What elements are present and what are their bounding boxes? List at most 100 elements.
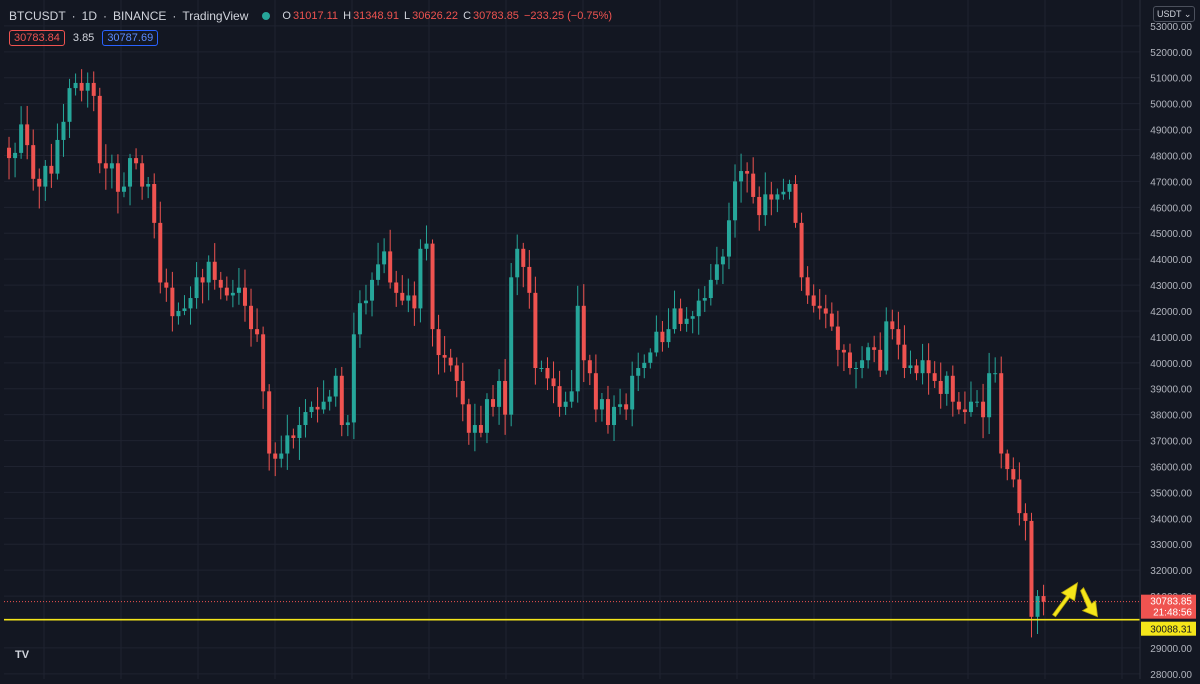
candle-body bbox=[890, 321, 895, 330]
candle-body bbox=[672, 308, 677, 330]
countdown-label: 21:48:56 bbox=[1153, 608, 1192, 619]
candle-body bbox=[593, 373, 598, 410]
candle-body bbox=[79, 82, 84, 91]
candle-body bbox=[981, 401, 986, 418]
candle-body bbox=[273, 453, 278, 459]
candle-body bbox=[539, 368, 544, 370]
candle-body bbox=[745, 171, 750, 174]
candle-body bbox=[394, 282, 399, 293]
price-tick-label: 49000.00 bbox=[1150, 126, 1192, 137]
candle-body bbox=[436, 329, 441, 356]
candle-body bbox=[345, 422, 350, 426]
candle-body bbox=[412, 295, 417, 309]
tradingview-logo-icon[interactable]: TV bbox=[9, 643, 35, 667]
candle-body bbox=[884, 321, 889, 371]
price-tick-label: 50000.00 bbox=[1150, 100, 1192, 111]
candle-body bbox=[158, 222, 163, 283]
candle-body bbox=[926, 360, 931, 374]
candle-body bbox=[521, 248, 526, 267]
candle-body bbox=[146, 184, 151, 187]
close-label: C bbox=[463, 10, 472, 22]
candle-body bbox=[987, 373, 992, 418]
candle-body bbox=[527, 266, 532, 293]
candle-body bbox=[363, 300, 368, 304]
candle-body bbox=[43, 165, 48, 187]
price-tick-label: 45000.00 bbox=[1150, 229, 1192, 240]
candle-body bbox=[285, 435, 290, 454]
candle-body bbox=[242, 287, 247, 306]
candle-body bbox=[648, 352, 653, 363]
candle-body bbox=[902, 344, 907, 369]
candle-body bbox=[999, 373, 1004, 454]
candle-body bbox=[696, 300, 701, 317]
candle-body bbox=[13, 152, 18, 159]
candle-body bbox=[720, 256, 725, 265]
price-axis[interactable]: 28000.0029000.0031000.0032000.0033000.00… bbox=[1139, 0, 1200, 681]
support-badge bbox=[1141, 621, 1196, 636]
candle-body bbox=[376, 264, 381, 280]
bid-price[interactable]: 30783.84 bbox=[9, 30, 65, 46]
price-tick-label: 39000.00 bbox=[1150, 385, 1192, 396]
candle-body bbox=[612, 406, 617, 426]
candle-body bbox=[194, 277, 199, 299]
candle-body bbox=[31, 145, 36, 179]
candle-body bbox=[575, 305, 580, 392]
price-tick-label: 51000.00 bbox=[1150, 74, 1192, 85]
candle-body bbox=[333, 375, 338, 397]
candle-body bbox=[1035, 596, 1040, 617]
candle-body bbox=[944, 375, 949, 394]
candle-body bbox=[678, 308, 683, 324]
candle-body bbox=[793, 184, 798, 223]
candle-body bbox=[315, 406, 320, 410]
candle-body bbox=[206, 261, 211, 283]
candle-body bbox=[860, 360, 865, 369]
candle-body bbox=[587, 360, 592, 374]
source: TradingView bbox=[182, 9, 249, 23]
candle-body bbox=[1023, 513, 1028, 521]
candle-body bbox=[37, 178, 42, 187]
symbol-name[interactable]: BTCUSDT bbox=[9, 9, 66, 23]
currency-button[interactable]: USDT ⌄ bbox=[1153, 6, 1196, 22]
candle-body bbox=[55, 139, 60, 174]
last-price-badge bbox=[1141, 594, 1196, 619]
candle-body bbox=[212, 261, 217, 280]
candle-body bbox=[503, 380, 508, 415]
open-value: 31017.11 bbox=[292, 10, 339, 22]
grid bbox=[4, 0, 1140, 679]
ask-price[interactable]: 30787.69 bbox=[102, 30, 159, 46]
price-tick-label: 37000.00 bbox=[1150, 437, 1192, 448]
candle-body bbox=[975, 401, 980, 403]
candle-body bbox=[569, 391, 574, 402]
candle-body bbox=[170, 287, 175, 317]
candle-body bbox=[224, 287, 229, 296]
candle-body bbox=[938, 380, 943, 394]
price-tick-label: 38000.00 bbox=[1150, 411, 1192, 422]
candle-body bbox=[321, 401, 326, 410]
candle-body bbox=[267, 391, 272, 454]
last-price-label: 30783.85 bbox=[1150, 597, 1192, 608]
candle-body bbox=[739, 171, 744, 182]
candle-body bbox=[261, 334, 266, 392]
candle-body bbox=[811, 295, 816, 306]
candle-body bbox=[515, 248, 520, 278]
candle-body bbox=[605, 399, 610, 426]
price-tick-label: 48000.00 bbox=[1150, 151, 1192, 162]
candle-body bbox=[291, 435, 296, 438]
candle-body bbox=[176, 310, 181, 317]
high-value: 31348.91 bbox=[353, 10, 399, 22]
open-label: O bbox=[282, 10, 291, 22]
candle-body bbox=[950, 375, 955, 402]
price-tick-label: 33000.00 bbox=[1150, 540, 1192, 551]
overlays bbox=[4, 581, 1140, 621]
candle-body bbox=[714, 264, 719, 280]
candle-body bbox=[327, 396, 332, 402]
candle-body bbox=[847, 352, 852, 369]
arrow-down-icon bbox=[1080, 587, 1099, 618]
candle-body bbox=[109, 163, 114, 169]
candle-body bbox=[932, 373, 937, 381]
interval[interactable]: 1D bbox=[81, 9, 98, 23]
candle-body bbox=[660, 331, 665, 343]
price-tick-label: 44000.00 bbox=[1150, 255, 1192, 266]
